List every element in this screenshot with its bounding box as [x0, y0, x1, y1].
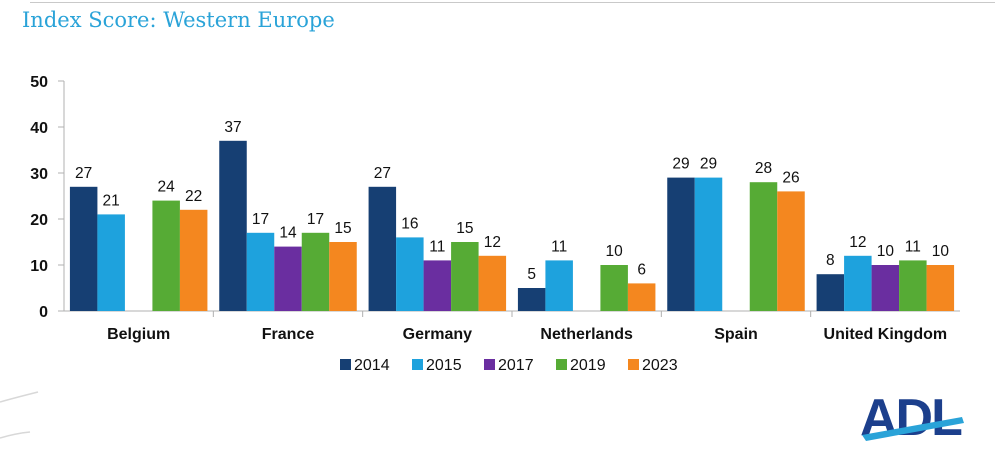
bar-2014: [816, 274, 845, 311]
x-tick-label: United Kingdom: [824, 326, 948, 343]
bar-2023: [478, 255, 507, 311]
data-label: 10: [606, 243, 624, 260]
bar-2023: [777, 191, 805, 311]
data-label: 6: [637, 261, 646, 278]
legend-label: 2023: [642, 357, 678, 374]
decorative-swoosh: [0, 391, 39, 439]
bar-2015: [396, 237, 424, 311]
legend-label: 2019: [570, 357, 606, 374]
data-label: 11: [905, 238, 921, 255]
data-label: 16: [401, 215, 418, 232]
bar-2017: [423, 260, 452, 311]
bar-2014: [368, 186, 397, 311]
data-label: 17: [252, 211, 269, 228]
bar-2019: [600, 265, 628, 311]
bar-2014: [667, 177, 695, 311]
page-title: Index Score: Western Europe: [22, 8, 335, 32]
data-label: 15: [456, 220, 473, 237]
bar-2015: [694, 177, 723, 311]
bar-2023: [179, 209, 208, 311]
data-label: 14: [279, 225, 297, 242]
bar-2019: [301, 232, 330, 311]
bar-2017: [274, 246, 302, 311]
bar-2014: [517, 288, 546, 311]
legend-swatch-2023: [628, 359, 639, 370]
legend-swatch-2019: [556, 359, 567, 370]
legend-swatch-2017: [484, 359, 495, 370]
bar-2015: [545, 260, 573, 311]
data-label: 5: [527, 266, 536, 283]
data-label: 17: [307, 211, 324, 228]
data-label: 22: [185, 188, 202, 205]
legend-swatch-2015: [412, 359, 423, 370]
data-label: 27: [374, 165, 391, 182]
bar-2019: [451, 242, 479, 311]
x-tick-label: Belgium: [107, 326, 170, 343]
bar-2014: [69, 186, 98, 311]
data-label: 12: [484, 234, 501, 251]
data-label: 8: [826, 252, 835, 269]
data-label: 21: [103, 192, 120, 209]
x-tick-label: Spain: [714, 326, 758, 343]
legend-label: 2014: [354, 357, 390, 374]
data-label: 11: [429, 238, 445, 255]
bar-2015: [97, 214, 125, 311]
x-tick-label: Netherlands: [540, 326, 633, 343]
y-tick-label: 0: [39, 304, 48, 321]
logo-swoosh-icon: [862, 417, 964, 441]
x-tick-label: Germany: [403, 326, 472, 343]
bar-2019: [899, 260, 927, 311]
data-label: 37: [224, 119, 241, 136]
data-label: 12: [849, 234, 866, 251]
legend-swatch-2014: [340, 359, 351, 370]
legend-label: 2015: [426, 357, 462, 374]
adl-logo: ADL: [860, 392, 980, 444]
legend-label: 2017: [498, 357, 534, 374]
y-tick-label: 20: [30, 212, 48, 229]
y-tick-label: 10: [30, 258, 48, 275]
data-label: 10: [932, 243, 950, 260]
y-tick-label: 40: [30, 120, 48, 137]
data-label: 24: [158, 179, 176, 196]
bar-2015: [246, 232, 275, 311]
data-label: 28: [755, 160, 772, 177]
data-label: 27: [75, 165, 92, 182]
bar-2014: [219, 140, 247, 311]
bar-2023: [627, 283, 656, 311]
data-label: 29: [700, 156, 717, 173]
data-label: 26: [782, 169, 799, 186]
y-tick-label: 30: [30, 166, 48, 183]
data-label: 10: [877, 243, 895, 260]
bar-2015: [844, 255, 872, 311]
top-rule: [30, 2, 995, 3]
data-label: 29: [672, 156, 689, 173]
data-label: 15: [334, 220, 351, 237]
y-tick-label: 50: [30, 74, 48, 91]
bar-2019: [152, 200, 180, 311]
x-tick-label: France: [262, 326, 315, 343]
bar-2017: [871, 265, 900, 311]
bar-2023: [329, 242, 357, 311]
bar-2023: [926, 265, 955, 311]
data-label: 11: [551, 238, 567, 255]
bar-2019: [749, 182, 778, 311]
